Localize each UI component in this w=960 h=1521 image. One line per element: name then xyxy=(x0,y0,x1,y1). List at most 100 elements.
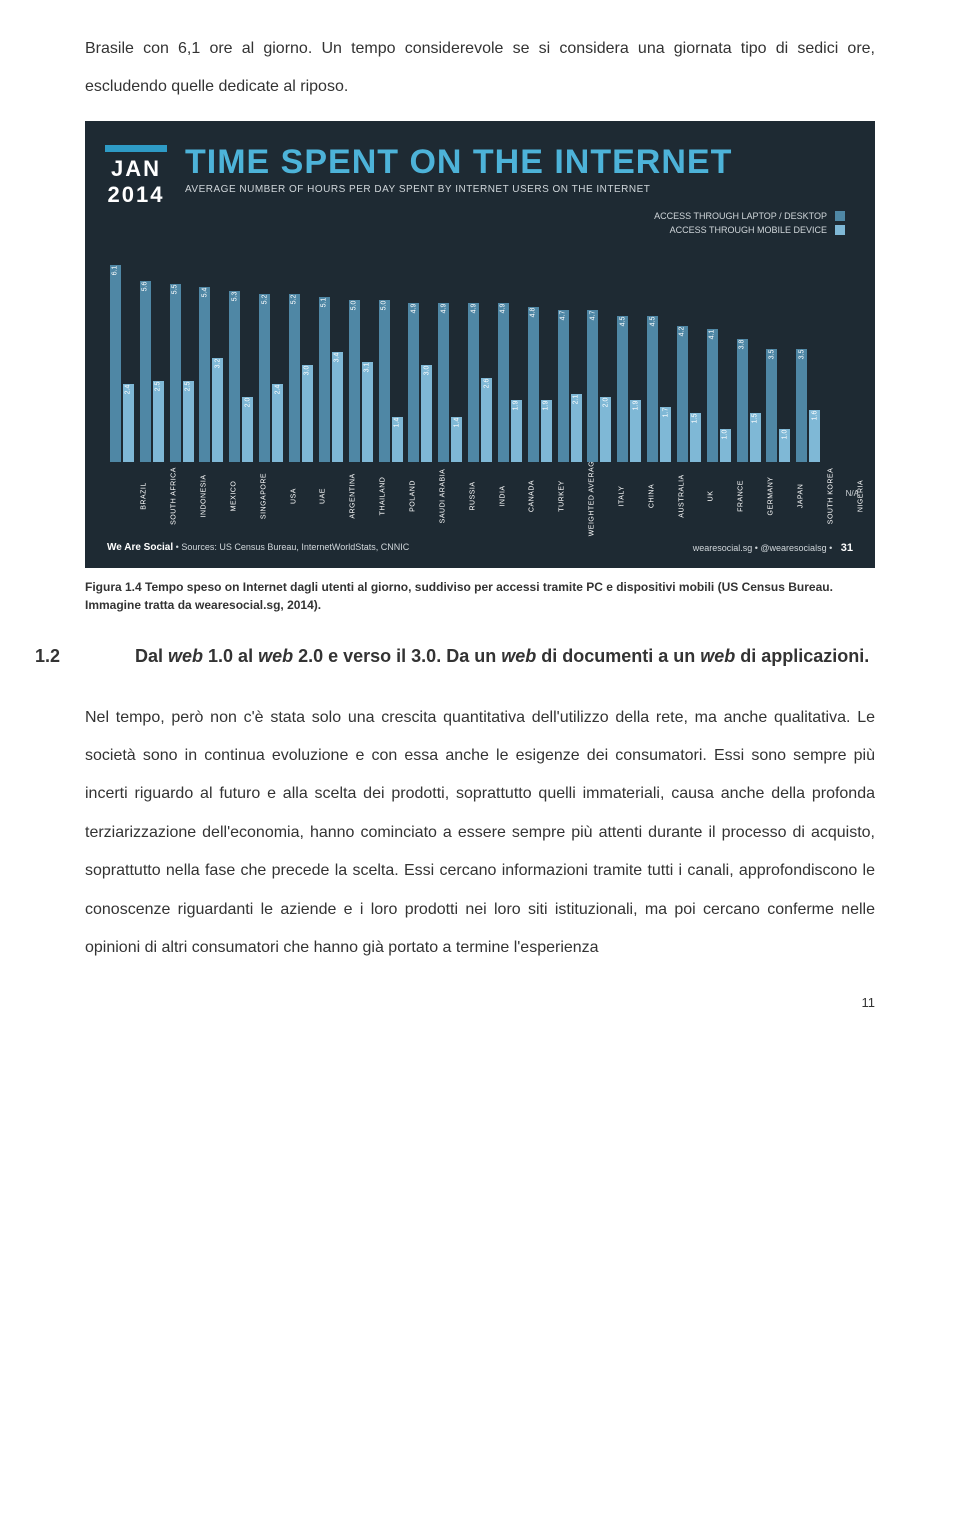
legend-item: ACCESS THROUGH LAPTOP / DESKTOP xyxy=(654,211,845,221)
mobile-bar: 1.5 xyxy=(690,413,701,461)
bar-group: 4.91.4RUSSIA xyxy=(435,252,465,522)
desktop-bar: 4.2 xyxy=(677,326,688,462)
footer-page: 31 xyxy=(841,542,853,554)
bar-value: 4.9 xyxy=(500,304,507,314)
bar-group: NIGERIA xyxy=(823,252,853,522)
bar-value: 5.6 xyxy=(142,281,149,291)
bar-group: 4.92.6INDIA xyxy=(465,252,495,522)
bar-value: 5.2 xyxy=(291,294,298,304)
bar-value: 5.0 xyxy=(381,301,388,311)
desktop-bar: 5.0 xyxy=(379,300,390,462)
footer-brand: We Are Social xyxy=(107,542,173,553)
bar-group: 4.91.9CANADA xyxy=(495,252,525,522)
bar-value: 3.0 xyxy=(304,365,311,375)
mobile-bar: 1.9 xyxy=(630,400,641,461)
section-heading: 1.2Dal web 1.0 al web 2.0 e verso il 3.0… xyxy=(135,642,875,671)
mobile-bar: 2.4 xyxy=(272,384,283,462)
bar-group: 5.13.4ARGENTINA xyxy=(316,252,346,522)
bar-value: 5.2 xyxy=(261,294,268,304)
bar-value: 2.4 xyxy=(274,385,281,395)
date-badge: JAN 2014 xyxy=(105,141,167,208)
bar-value: 4.7 xyxy=(589,311,596,321)
desktop-bar: 3.5 xyxy=(766,349,777,462)
bar-group: 4.81.9TURKEY xyxy=(525,252,555,522)
bar-group: 5.32.0SINGAPORE xyxy=(226,252,256,522)
mobile-bar: 1.9 xyxy=(511,400,522,461)
bar-value: 3.0 xyxy=(423,365,430,375)
bar-value: 2.6 xyxy=(483,378,490,388)
mobile-bar: 1.5 xyxy=(750,413,761,461)
infographic-footer: We Are Social • Sources: US Census Burea… xyxy=(85,530,875,568)
intro-paragraph: Brasile con 6,1 ore al giorno. Un tempo … xyxy=(85,30,875,107)
bar-value: 5.5 xyxy=(172,285,179,295)
infographic-subtitle: AVERAGE NUMBER OF HOURS PER DAY SPENT BY… xyxy=(185,184,732,195)
bar-value: 4.2 xyxy=(679,327,686,337)
mobile-bar: 2.0 xyxy=(242,397,253,462)
bar-value: 4.9 xyxy=(410,304,417,314)
desktop-bar: 3.8 xyxy=(737,339,748,462)
bar-value: 5.1 xyxy=(321,298,328,308)
bar-value: 2.0 xyxy=(602,398,609,408)
desktop-bar: 4.1 xyxy=(707,329,718,461)
bar-group: 5.62.5SOUTH AFRICA xyxy=(137,252,167,522)
bar-value: 2.5 xyxy=(155,382,162,392)
desktop-bar: 4.9 xyxy=(438,303,449,461)
bar-value: 3.8 xyxy=(739,340,746,350)
mobile-bar: 2.6 xyxy=(481,378,492,462)
mobile-bar: 2.0 xyxy=(600,397,611,462)
mobile-bar: 3.2 xyxy=(212,358,223,461)
footer-sources-text: Sources: US Census Bureau, InternetWorld… xyxy=(181,542,409,552)
bar-group: 5.01.4POLAND xyxy=(376,252,406,522)
bar-value: 1.6 xyxy=(811,411,818,421)
mobile-bar: 2.1 xyxy=(571,394,582,462)
figure-caption: Figura 1.4 Tempo speso on Internet dagli… xyxy=(85,578,875,614)
date-badge-bar xyxy=(105,145,167,152)
legend-label: ACCESS THROUGH MOBILE DEVICE xyxy=(670,225,827,235)
mobile-bar: 3.0 xyxy=(302,365,313,462)
bar-value: 1.5 xyxy=(752,414,759,424)
bar-value: 1.9 xyxy=(632,401,639,411)
bar-group: 4.21.5UK xyxy=(674,252,704,522)
desktop-bar: 3.5 xyxy=(796,349,807,462)
mobile-bar: 2.4 xyxy=(123,384,134,462)
footer-right: wearesocial.sg • @wearesocialsg • 31 xyxy=(693,542,853,554)
bar-value: 5.3 xyxy=(231,291,238,301)
bar-group: 4.11.0FRANCE xyxy=(704,252,734,522)
desktop-bar: 5.2 xyxy=(289,294,300,462)
bar-group: 3.51.6SOUTH KOREA xyxy=(793,252,823,522)
desktop-bar: 4.7 xyxy=(558,310,569,462)
legend-swatch xyxy=(835,225,845,235)
infographic-title: TIME SPENT ON THE INTERNET xyxy=(185,143,732,182)
bar-value: 2.5 xyxy=(185,382,192,392)
legend-label: ACCESS THROUGH LAPTOP / DESKTOP xyxy=(654,211,827,221)
bar-value: 4.1 xyxy=(709,330,716,340)
bar-value: 4.8 xyxy=(530,307,537,317)
badge-year: 2014 xyxy=(105,182,167,208)
desktop-bar: 5.1 xyxy=(319,297,330,462)
bar-value: 5.4 xyxy=(201,288,208,298)
bar-group: 3.81.5GERMANY xyxy=(734,252,764,522)
bar-value: 2.1 xyxy=(573,395,580,405)
bar-group: 4.51.9CHINA xyxy=(614,252,644,522)
page-number: 11 xyxy=(85,995,875,1010)
desktop-bar: 6.1 xyxy=(110,265,121,462)
bar-value: 3.1 xyxy=(364,362,371,372)
desktop-bar: 5.4 xyxy=(199,287,210,461)
bar-value: 1.5 xyxy=(692,414,699,424)
bar-value: 1.0 xyxy=(781,430,788,440)
desktop-bar: 4.7 xyxy=(587,310,598,462)
mobile-bar: 1.4 xyxy=(392,417,403,462)
bar-group: 5.52.5INDONESIA xyxy=(167,252,197,522)
mobile-bar: 1.9 xyxy=(541,400,552,461)
section-number: 1.2 xyxy=(85,642,135,671)
chart-legend: ACCESS THROUGH LAPTOP / DESKTOP ACCESS TH… xyxy=(654,211,845,239)
mobile-bar: 2.5 xyxy=(153,381,164,462)
bar-value: 2.4 xyxy=(125,385,132,395)
bar-group: 4.72.1WEIGHTED AVERAGE xyxy=(555,252,585,522)
bar-value: 1.4 xyxy=(394,417,401,427)
bar-group: 4.51.7AUSTRALIA xyxy=(644,252,674,522)
bar-value: 6.1 xyxy=(112,265,119,275)
bar-value: 3.5 xyxy=(768,349,775,359)
desktop-bar: 5.5 xyxy=(170,284,181,462)
bar-group: 4.72.0ITALY xyxy=(585,252,615,522)
